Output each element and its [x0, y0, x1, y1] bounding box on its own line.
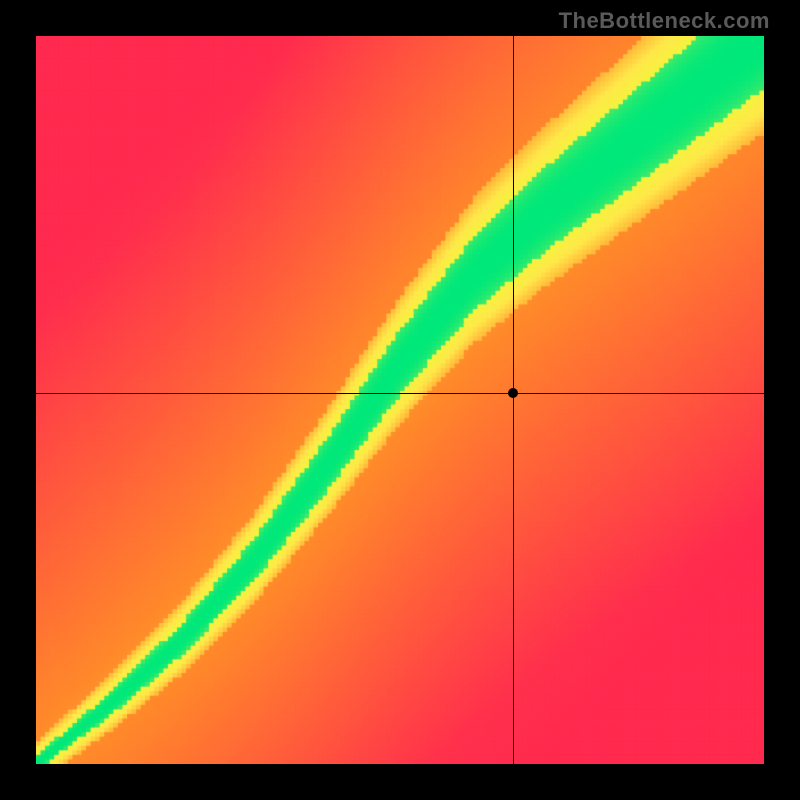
heatmap-plot [36, 36, 764, 764]
crosshair-marker [508, 388, 518, 398]
frame-left [0, 0, 36, 800]
crosshair-horizontal [36, 393, 764, 394]
crosshair-vertical [513, 36, 514, 764]
frame-bottom [0, 764, 800, 800]
watermark-text: TheBottleneck.com [559, 8, 770, 34]
heatmap-canvas [36, 36, 764, 764]
frame-right [764, 0, 800, 800]
